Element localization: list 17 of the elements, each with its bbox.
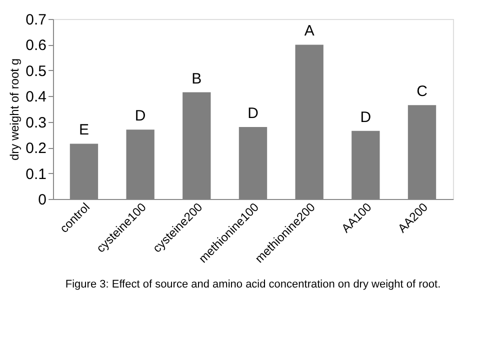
annotation: B xyxy=(192,70,202,88)
y-tick-label: 0 xyxy=(38,192,46,208)
annotation: E xyxy=(78,122,89,139)
y-tick-label: 0.3 xyxy=(26,114,46,132)
annotation: D xyxy=(248,105,259,122)
annotation: D xyxy=(134,108,146,125)
annotation: A xyxy=(304,22,314,40)
y-tick-label: 0.2 xyxy=(26,140,46,158)
y-tick-label: 0.1 xyxy=(26,166,46,183)
y-tick-label: 0.5 xyxy=(26,62,46,80)
annotation: C xyxy=(416,83,428,100)
y-axis-title: dry weight of root g xyxy=(8,58,22,161)
annotation: D xyxy=(360,108,372,126)
y-tick-label: 0.4 xyxy=(26,88,46,106)
y-tick-label: 0.7 xyxy=(26,12,46,28)
y-tick-label: 0.6 xyxy=(26,37,46,54)
caption: Figure 3: Effect of source and amino acid concentration on dry weight of root. xyxy=(65,278,441,290)
